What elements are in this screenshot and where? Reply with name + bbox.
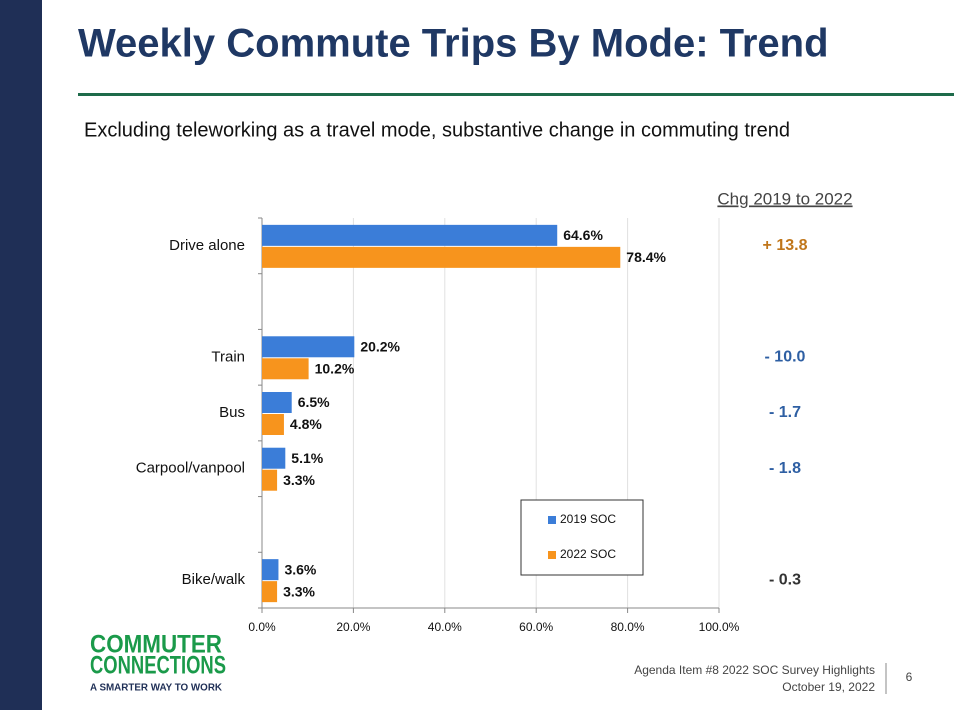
- value-label: 5.1%: [291, 450, 323, 466]
- bar: [262, 581, 278, 603]
- footer-agenda: Agenda Item #8 2022 SOC Survey Highlight…: [634, 663, 875, 677]
- y-tick-label: Train: [211, 348, 245, 365]
- legend-label: 2019 SOC: [560, 512, 616, 526]
- legend-label: 2022 SOC: [560, 547, 616, 561]
- x-tick-label: 40.0%: [428, 620, 462, 634]
- subtitle: Excluding teleworking as a travel mode, …: [84, 119, 790, 141]
- bar: [262, 246, 621, 268]
- logo-tagline: A SMARTER WAY TO WORK: [90, 683, 223, 694]
- x-tick-label: 20.0%: [336, 620, 370, 634]
- y-tick-label: Carpool/vanpool: [136, 460, 245, 477]
- change-label: - 1.8: [769, 460, 801, 477]
- page-number: 6: [906, 670, 913, 684]
- x-tick-label: 0.0%: [248, 620, 276, 634]
- value-label: 64.6%: [563, 227, 603, 243]
- legend-box: [520, 499, 644, 576]
- bar: [262, 414, 284, 435]
- value-label: 4.8%: [290, 416, 322, 432]
- y-tick-label: Drive alone: [169, 237, 245, 254]
- value-label: 78.4%: [626, 249, 666, 265]
- logo-line1: COMMUTER: [90, 631, 222, 659]
- change-label: - 10.0: [765, 349, 806, 366]
- footer-date: October 19, 2022: [782, 680, 875, 694]
- x-tick-label: 60.0%: [519, 620, 553, 634]
- slide-title: Weekly Commute Trips By Mode: Trend: [78, 22, 829, 66]
- logo-line2: CONNECTIONS: [90, 652, 226, 680]
- value-label: 10.2%: [315, 360, 355, 376]
- change-label: - 0.3: [769, 571, 801, 588]
- value-label: 3.3%: [283, 583, 315, 599]
- bar: [262, 469, 278, 491]
- change-title: Chg 2019 to 2022: [717, 189, 852, 208]
- value-label: 3.3%: [283, 472, 315, 488]
- legend-swatch: [548, 551, 556, 559]
- bar: [262, 358, 309, 380]
- bar: [262, 336, 355, 358]
- change-label: - 1.7: [769, 404, 801, 421]
- value-label: 6.5%: [298, 394, 330, 410]
- y-tick-label: Bike/walk: [182, 571, 246, 588]
- bar: [262, 392, 292, 413]
- change-label: + 13.8: [763, 237, 808, 254]
- legend-swatch: [548, 516, 556, 524]
- bar: [262, 224, 558, 246]
- bar: [262, 559, 279, 581]
- side-bar: [0, 0, 42, 710]
- value-label: 20.2%: [360, 338, 400, 354]
- bar: [262, 447, 286, 469]
- x-tick-label: 100.0%: [699, 620, 740, 634]
- x-tick-label: 80.0%: [611, 620, 645, 634]
- value-label: 3.6%: [284, 561, 316, 577]
- y-tick-label: Bus: [219, 404, 245, 421]
- title-rule: [78, 93, 954, 96]
